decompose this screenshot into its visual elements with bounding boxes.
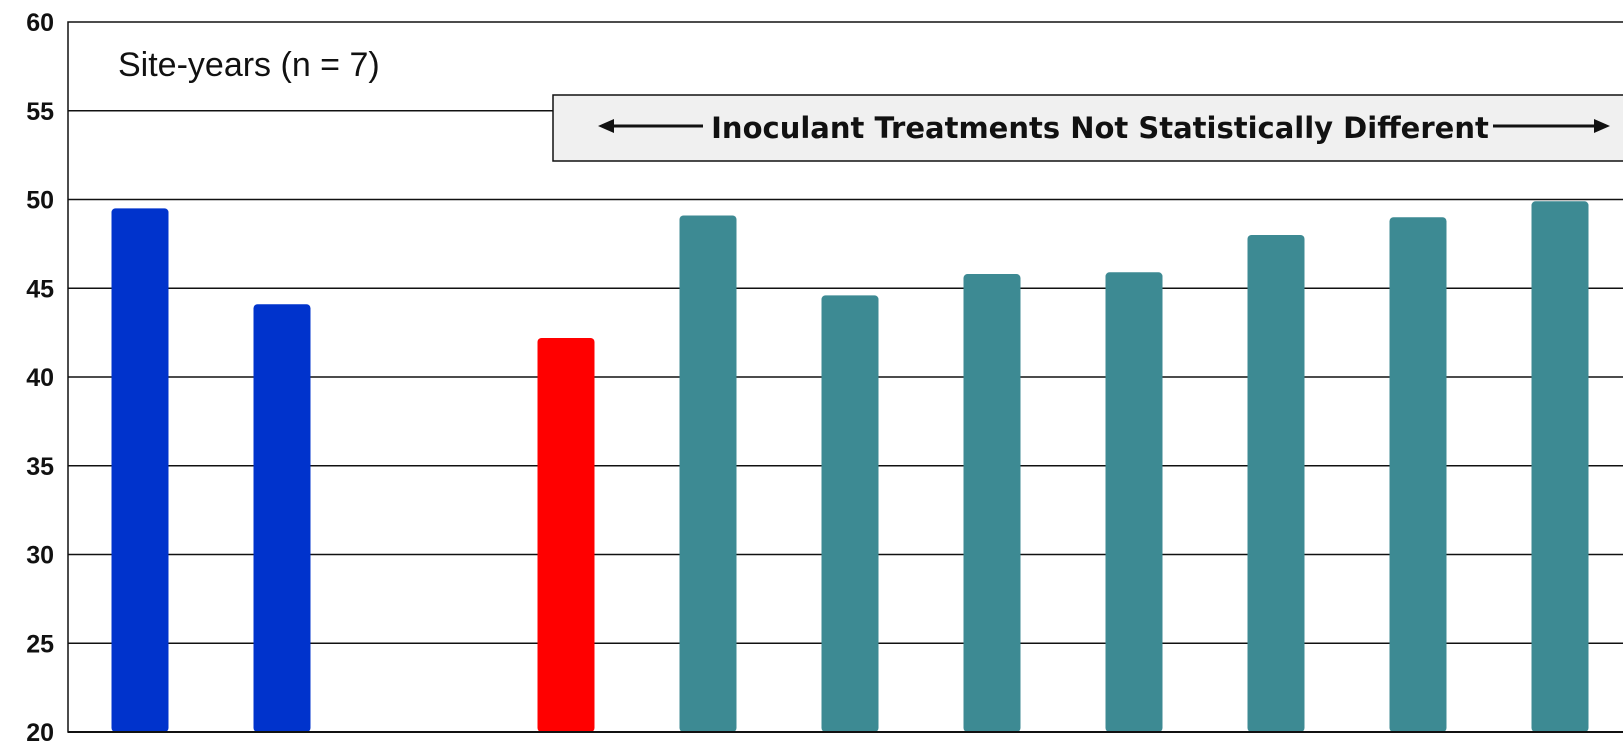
bar-1 bbox=[111, 208, 169, 732]
bar-9 bbox=[1247, 235, 1305, 732]
y-tick-label-25: 25 bbox=[26, 630, 54, 658]
banner-box bbox=[552, 94, 1623, 162]
bar-11 bbox=[1531, 201, 1589, 732]
site-years-annotation: Site-years (n = 7) bbox=[118, 46, 380, 84]
bars bbox=[111, 201, 1589, 733]
y-axis-tick-labels: 20 25 30 35 40 45 50 55 60 bbox=[26, 9, 54, 742]
y-tick-label-40: 40 bbox=[26, 364, 54, 392]
banner-label: Inoculant Treatments Not Statistically D… bbox=[711, 111, 1489, 145]
y-tick-label-30: 30 bbox=[26, 542, 54, 570]
y-tick-label-45: 45 bbox=[26, 275, 54, 303]
bar-10 bbox=[1389, 217, 1447, 732]
y-tick-label-60: 60 bbox=[26, 9, 54, 37]
y-tick-label-55: 55 bbox=[26, 98, 54, 126]
bar-4 bbox=[537, 337, 595, 732]
y-tick-label-35: 35 bbox=[26, 453, 54, 481]
bar-5 bbox=[679, 215, 737, 733]
bar-6 bbox=[821, 295, 879, 732]
y-tick-label-20: 20 bbox=[26, 719, 54, 742]
bar-7 bbox=[963, 274, 1021, 732]
bar-8 bbox=[1105, 272, 1163, 732]
right-arrowhead-icon bbox=[1594, 119, 1610, 133]
left-arrowhead-icon bbox=[598, 119, 614, 133]
significance-banner: Inoculant Treatments Not Statistically D… bbox=[552, 94, 1623, 162]
bar-2 bbox=[253, 304, 311, 732]
y-tick-label-50: 50 bbox=[26, 187, 54, 215]
